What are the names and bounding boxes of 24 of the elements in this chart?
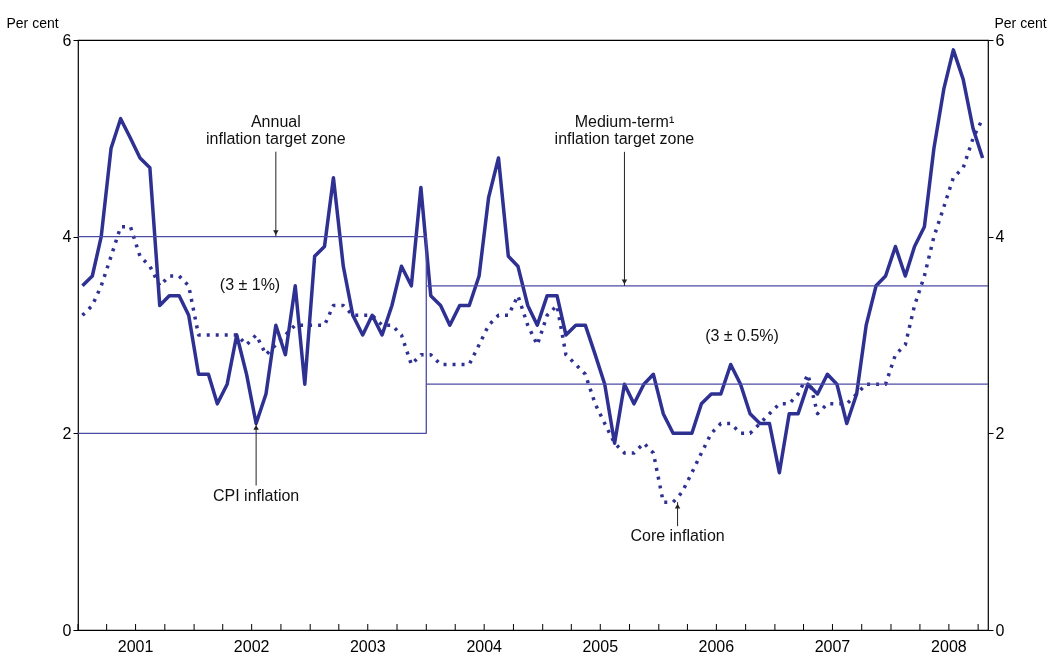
y-tick-label: 0	[62, 621, 72, 639]
annotation: (3 ± 1%)	[219, 276, 281, 293]
annotation: Annual inflation target zone	[206, 112, 346, 147]
x-tick-label: 2007	[814, 638, 851, 655]
y-axis-title: Per cent	[6, 14, 59, 31]
y2-tick-label: 4	[995, 228, 1005, 246]
y2-tick-label: 0	[995, 621, 1005, 639]
annotation: Core inflation	[630, 527, 725, 545]
annotation: (3 ± 0.5%)	[705, 327, 779, 344]
y2-tick-label: 2	[995, 424, 1005, 442]
annotation: Medium-term¹ inflation target zone	[554, 112, 695, 147]
annotation: CPI inflation	[212, 486, 300, 504]
x-tick-label: 2001	[117, 638, 154, 655]
y2-tick-label: 6	[995, 31, 1005, 49]
x-tick-label: 2005	[582, 638, 619, 655]
x-tick-label: 2003	[349, 638, 386, 655]
x-tick-label: 2006	[698, 638, 735, 655]
x-tick-label: 2008	[931, 638, 967, 655]
y-tick-label: 4	[62, 228, 72, 246]
x-tick-label: 2004	[466, 638, 503, 655]
y2-axis-title: Per cent	[994, 14, 1047, 31]
y-tick-label: 2	[62, 424, 72, 442]
x-tick-label: 2002	[233, 638, 270, 655]
y-tick-label: 6	[62, 31, 72, 49]
